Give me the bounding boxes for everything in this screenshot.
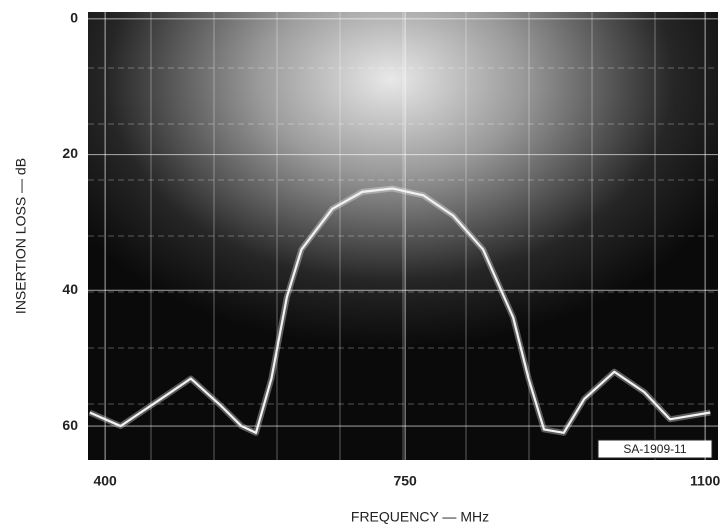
y-tick-label: 20: [62, 145, 78, 161]
graticule: [88, 12, 718, 460]
x-tick-label: 400: [93, 473, 117, 489]
x-axis-title: FREQUENCY — MHz: [351, 509, 489, 525]
y-tick-label: 40: [62, 281, 78, 297]
annotation-box: [597, 439, 713, 459]
plot-area: [88, 12, 718, 460]
y-tick-label: 60: [62, 417, 78, 433]
annotation: SA-1909-11: [623, 442, 686, 456]
trace: [89, 187, 711, 434]
x-tick-label: 1100: [690, 473, 721, 489]
x-tick-label: 750: [393, 473, 417, 489]
y-axis-title: INSERTION LOSS — dB: [13, 158, 29, 314]
y-tick-label: 0: [70, 9, 78, 25]
